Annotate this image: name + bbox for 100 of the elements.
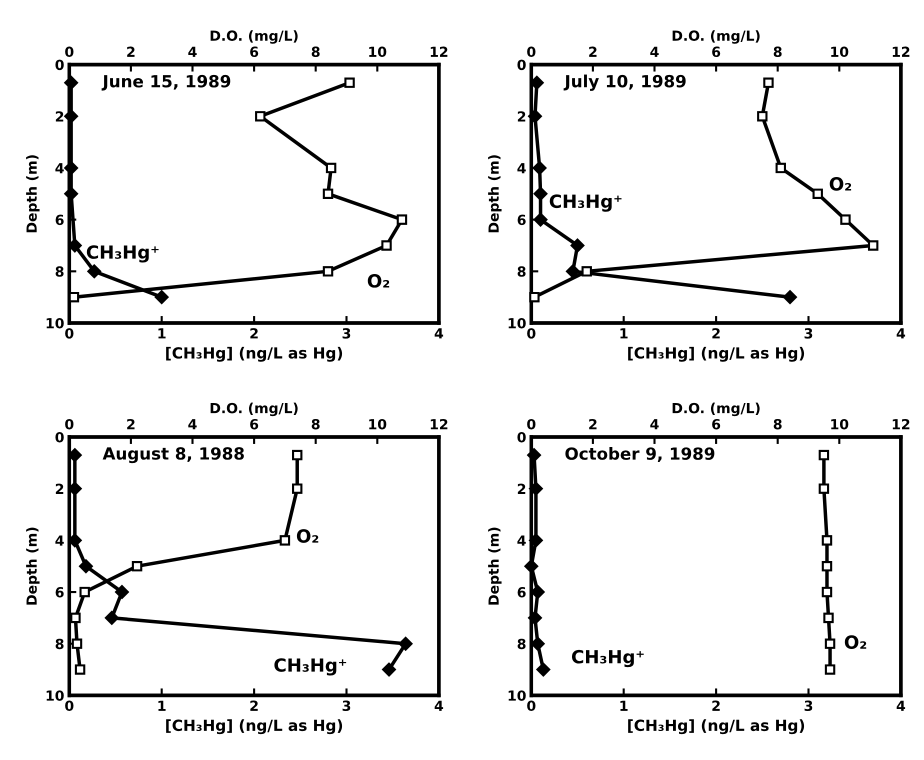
x-tick-label: 2 [250,700,258,711]
text: August 8, 1988 [102,447,244,464]
point [536,662,550,676]
y-tick-label: 0 [55,432,64,442]
x-tick-label: 0 [527,328,536,339]
point [382,662,396,676]
x2-tick-label: 0 [65,46,74,58]
x-axis-title: [CH₃Hg] (ng/L as Hg) [166,719,342,734]
x-tick-label: 4 [896,700,906,711]
x-tick-label: 4 [896,328,906,338]
point [570,238,584,252]
y-tick-label: 10 [508,318,526,328]
x2-axis-title: D.O. (mg/L) [672,30,760,44]
x2-axis-title: D.O. (mg/L) [210,402,298,416]
x-axis-title: [CH₃Hg] (ng/L as Hg) [628,346,804,362]
x2-tick-label: 8 [774,418,782,430]
y-tick-label: 2 [56,111,64,122]
point [115,585,129,599]
x2-tick-label: 4 [188,46,197,57]
x-tick-label: 3 [342,328,350,339]
x-tick-label: 3 [342,700,350,712]
x2-tick-label: 12 [430,418,448,430]
series-label: O₂ [830,177,852,191]
y-tick-label: 10 [46,318,64,328]
text: July 10, 1989 [564,74,686,91]
y-tick-label: 8 [56,638,64,650]
x2-tick-label: 2 [127,418,135,430]
x2-tick-label: 10 [831,46,848,58]
x2-tick-label: 10 [831,418,848,430]
x2-tick-label: 8 [312,46,320,58]
x-tick-label: 3 [804,328,812,339]
y-tick-label: 6 [56,587,64,598]
point [532,161,547,175]
x2-tick-label: 8 [774,46,782,58]
y-tick-label: 6 [518,214,526,226]
series-label: O₂ [368,274,390,288]
x-tick-label: 1 [620,700,628,711]
x-tick-label: 1 [620,328,628,338]
x2-tick-label: 0 [65,418,74,430]
x2-tick-label: 4 [650,419,659,430]
y-tick-label: 10 [46,690,64,701]
x2-tick-label: 10 [369,418,386,430]
x2-tick-label: 6 [712,418,720,430]
y-tick-label: 8 [518,266,526,277]
x-tick-label: 1 [158,328,166,338]
x-tick-label: 0 [65,700,74,712]
y-axis-title: Depth (m) [26,528,40,605]
x-tick-label: 2 [712,328,720,338]
x2-tick-label: 10 [369,46,386,58]
x-tick-label: 2 [712,700,720,711]
y-tick-label: 4 [517,163,526,174]
x2-tick-label: 4 [188,419,197,430]
x2-tick-label: 12 [430,46,448,57]
point [534,186,548,201]
y-tick-label: 8 [518,638,526,650]
x2-tick-label: 2 [127,46,135,57]
y-tick-label: 2 [518,484,526,494]
x-axis-title: [CH₃Hg] (ng/L as Hg) [166,346,342,362]
x2-tick-label: 2 [589,46,597,57]
y-axis-title: Depth (m) [488,528,502,605]
y-tick-label: 0 [517,60,526,70]
y-axis-title: Depth (m) [26,155,40,232]
series-label: CH₃Hg⁺ [550,194,622,212]
y-tick-label: 4 [55,536,64,546]
point [566,264,580,278]
y-tick-label: 0 [55,60,64,70]
y-tick-label: 4 [55,163,64,174]
point [534,212,548,227]
point [528,482,543,496]
point [783,290,797,304]
x-tick-label: 4 [434,700,444,711]
x-tick-label: 0 [65,328,74,339]
point [104,610,119,625]
point [87,264,102,278]
series-label: CH₃Hg⁺ [572,650,644,668]
y-tick-label: 8 [56,266,64,277]
y-tick-label: 0 [517,432,526,442]
point [78,559,93,574]
x2-tick-label: 12 [892,418,910,430]
x-tick-label: 2 [250,328,258,338]
y-tick-label: 10 [508,690,526,701]
series-label: CH₃Hg⁺ [86,245,159,263]
x-tick-label: 4 [434,328,444,338]
series-label: O₂ [844,635,866,649]
x2-tick-label: 0 [527,418,536,430]
x2-axis-title: D.O. (mg/L) [672,402,760,416]
series-label: O₂ [296,529,318,543]
x2-tick-label: 4 [650,46,659,57]
text: June 15, 1989 [102,74,230,91]
x2-tick-label: 12 [892,46,910,57]
point [528,533,543,548]
y-tick-label: 2 [518,111,526,122]
x2-tick-label: 6 [712,46,720,58]
series-label: CH₃Hg⁺ [274,658,346,676]
y-tick-label: 6 [518,587,526,598]
x-axis-title: [CH₃Hg] (ng/L as Hg) [628,719,804,734]
point [398,636,413,651]
x2-tick-label: 6 [250,46,258,58]
x2-axis-title: D.O. (mg/L) [210,30,298,44]
text: October 9, 1989 [565,447,714,462]
